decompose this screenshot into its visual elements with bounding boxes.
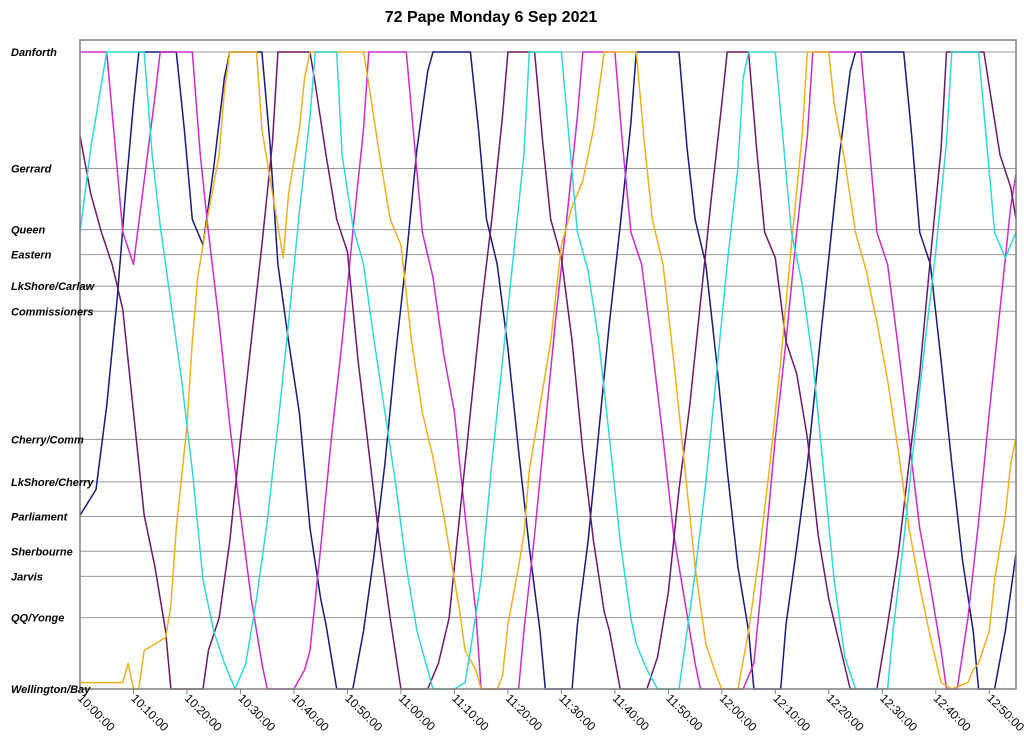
stop-label: Jarvis	[11, 571, 43, 583]
trip-line-2	[80, 51, 1017, 690]
time-label: 11:30:00	[556, 691, 599, 734]
stop-label: Parliament	[11, 512, 69, 524]
time-label: 11:00:00	[396, 691, 439, 734]
trip-line-5	[79, 51, 1017, 690]
stop-label: Eastern	[11, 250, 52, 262]
time-label: 12:20:00	[824, 691, 867, 734]
series-lines	[79, 51, 1017, 690]
time-label: 10:00:00	[75, 691, 118, 734]
plot-area	[79, 39, 1017, 690]
stop-label: Queen	[11, 225, 46, 237]
stop-labels: Danforth Gerrard Queen Eastern LkShore/Carla…	[11, 47, 96, 696]
stop-label: Commissioners	[11, 306, 94, 318]
time-label: 11:40:00	[610, 691, 653, 734]
time-label: 10:50:00	[342, 691, 385, 734]
stop-label: LkShore/Cherry	[11, 477, 94, 489]
stop-label: Danforth	[11, 47, 57, 59]
trip-line-4	[80, 51, 1017, 690]
time-label: 12:50:00	[984, 691, 1024, 734]
time-labels: 10:00:00 10:10:00 10:20:00 10:30:00 10:40:00…	[75, 689, 1024, 734]
time-label: 12:30:00	[877, 691, 920, 734]
stop-label: Wellington/Bay	[11, 684, 91, 696]
chart-title: 72 Pape Monday 6 Sep 2021	[385, 9, 598, 26]
time-label: 12:10:00	[770, 691, 813, 734]
trip-line-3	[79, 51, 1017, 690]
time-label: 11:10:00	[449, 691, 492, 734]
stop-label: Gerrard	[11, 163, 52, 175]
time-label: 11:50:00	[663, 691, 706, 734]
time-label: 12:40:00	[931, 691, 974, 734]
time-label: 10:10:00	[128, 691, 171, 734]
time-label: 10:40:00	[289, 691, 332, 734]
stop-label: Sherbourne	[11, 546, 73, 558]
time-label: 10:20:00	[182, 691, 225, 734]
time-label: 12:00:00	[717, 691, 760, 734]
time-label: 11:20:00	[503, 691, 546, 734]
stop-label: LkShore/Carlaw	[11, 281, 96, 293]
stop-label: Cherry/Comm	[11, 434, 84, 446]
stop-label: QQ/Yonge	[11, 613, 64, 625]
time-label: 10:30:00	[235, 691, 278, 734]
